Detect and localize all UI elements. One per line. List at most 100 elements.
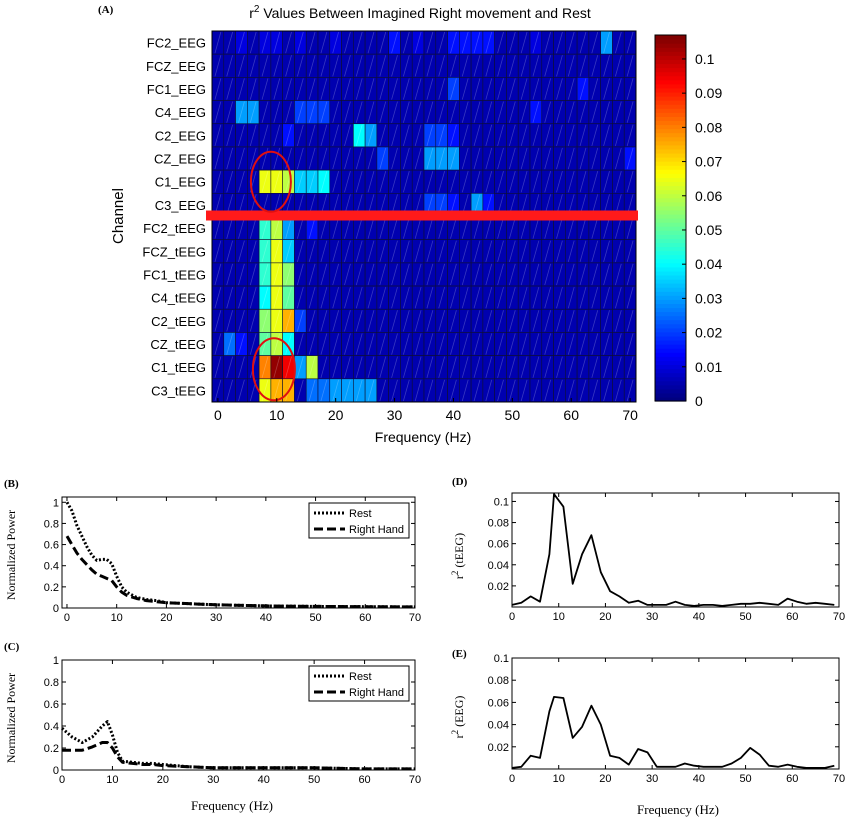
- heatmap-cell-hatch: [532, 147, 540, 170]
- heatmap-cell-hatch: [367, 124, 375, 147]
- heatmap-cell-hatch: [509, 263, 516, 286]
- heatmap-cell-hatch: [532, 101, 540, 123]
- y-tick-label: 0.1: [494, 496, 509, 508]
- heatmap-cell-hatch: [344, 310, 351, 332]
- heatmap-cell-hatch: [473, 101, 481, 123]
- colorbar-tick-label: 0.05: [695, 222, 722, 238]
- heatmap-cell-hatch: [509, 31, 516, 54]
- heatmap-cell-hatch: [238, 55, 245, 77]
- colorbar-swatch: [655, 283, 686, 288]
- heatmap-cell-hatch: [367, 171, 375, 193]
- heatmap-cell-hatch: [285, 55, 292, 77]
- heatmap-cell-hatch: [355, 310, 363, 332]
- colorbar-swatch: [655, 262, 686, 268]
- heatmap-cell-hatch: [579, 379, 587, 402]
- series-rest: [65, 501, 416, 609]
- heatmap-cell-hatch: [391, 55, 398, 77]
- colorbar-swatch: [655, 279, 686, 284]
- heatmap-cell-hatch: [261, 217, 269, 239]
- heatmap-cell-hatch: [544, 333, 551, 355]
- heatmap-cell-hatch: [544, 217, 551, 239]
- panel-b: (B) Normalized Power 0 10 20 30 40 50 60 70 0 0.2…: [4, 478, 421, 624]
- heatmap-cell-hatch: [520, 101, 528, 123]
- heatmap-cell-hatch: [473, 379, 481, 402]
- heatmap-cell-hatch: [391, 379, 398, 402]
- heatmap-cell-hatch: [226, 310, 233, 332]
- heatmap-cell-hatch: [532, 55, 540, 77]
- x-tick-label: 20: [157, 774, 169, 786]
- heatmap-cell-hatch: [332, 310, 339, 332]
- heatmap-cell-hatch: [544, 379, 551, 402]
- panel-c-x-axis-label: Frequency (Hz): [191, 798, 273, 813]
- colorbar-swatch: [655, 104, 686, 109]
- heatmap-cell-hatch: [285, 310, 292, 332]
- channel-label: C3_tEEG: [151, 383, 206, 398]
- heatmap-row-fc1-eeg: [211, 77, 637, 101]
- heatmap-cell-hatch: [297, 379, 304, 402]
- heatmap-cell-hatch: [238, 310, 245, 332]
- heatmap-cell-hatch: [414, 124, 422, 147]
- heatmap-cell-hatch: [461, 78, 469, 100]
- colorbar-swatch: [655, 392, 686, 398]
- heatmap-cell-hatch: [626, 263, 634, 286]
- heatmap-cell-hatch: [626, 171, 634, 193]
- heatmap-cell-hatch: [450, 101, 457, 123]
- heatmap-cell-hatch: [238, 217, 245, 239]
- heatmap-cell-hatch: [615, 263, 622, 286]
- heatmap-cell-hatch: [520, 31, 528, 54]
- heatmap-row-c4-eeg: [211, 100, 637, 125]
- heatmap-cell-hatch: [520, 286, 528, 309]
- heatmap-cell-hatch: [226, 124, 233, 147]
- channel-label: C3_EEG: [155, 198, 206, 213]
- heatmap-cell-hatch: [344, 55, 351, 77]
- heatmap-cell-hatch: [485, 286, 493, 309]
- heatmap-cell-hatch: [403, 356, 410, 378]
- colorbar-swatch: [655, 161, 686, 166]
- heatmap-title: r2 Values Between Imagined Right movemen…: [249, 4, 591, 21]
- heatmap-cell-hatch: [426, 286, 434, 309]
- heatmap-cell-hatch: [603, 101, 610, 123]
- heatmap-cell-hatch: [438, 286, 445, 309]
- heatmap-cell-hatch: [308, 333, 316, 355]
- heatmap-cell-hatch: [249, 124, 257, 147]
- colorbar-swatch: [655, 266, 686, 272]
- heatmap-cell-hatch: [461, 333, 469, 355]
- heatmap-cell-hatch: [509, 240, 516, 262]
- colorbar-swatch: [655, 222, 686, 227]
- heatmap-cell-hatch: [497, 78, 504, 100]
- colorbar-swatch: [655, 112, 686, 117]
- highlight-circle-eeg: [249, 150, 292, 213]
- heatmap-cell-hatch: [532, 263, 540, 286]
- y-tick-label: 0.04: [488, 720, 509, 732]
- heatmap-row-fc1-teeg: [211, 262, 637, 287]
- heatmap-cell-hatch: [461, 101, 469, 123]
- heatmap-cell-hatch: [367, 78, 375, 100]
- heatmap-cell-hatch: [426, 147, 434, 170]
- heatmap-cell-hatch: [249, 217, 257, 239]
- heatmap-cell-hatch: [297, 147, 304, 170]
- heatmap-x-ticks: 0 10 20 30 40 50 60 70: [214, 398, 638, 423]
- heatmap-cell-hatch: [285, 31, 292, 54]
- heatmap-cell-hatch: [297, 356, 304, 378]
- heatmap-cell-hatch: [532, 286, 540, 309]
- heatmap-cell-hatch: [591, 356, 599, 378]
- heatmap-cell-hatch: [603, 171, 610, 193]
- heatmap-cell-hatch: [438, 379, 445, 402]
- heatmap-cell-hatch: [355, 240, 363, 262]
- heatmap-cell-hatch: [367, 217, 375, 239]
- heatmap-cell-hatch: [273, 55, 281, 77]
- heatmap-cell-hatch: [344, 356, 351, 378]
- heatmap-cell-hatch: [497, 240, 504, 262]
- heatmap-cell-hatch: [273, 217, 281, 239]
- panel-b-y-axis-label: Normalized Power: [4, 510, 18, 600]
- series-right-hand: [65, 535, 416, 609]
- heatmap-cell-hatch: [261, 171, 269, 193]
- heatmap-cell-hatch: [355, 55, 363, 77]
- colorbar-swatch: [655, 344, 686, 349]
- heatmap-cell-hatch: [391, 286, 398, 309]
- colorbar-swatch: [655, 120, 686, 126]
- colorbar-swatch: [655, 87, 686, 93]
- heatmap-cell-hatch: [603, 379, 610, 402]
- colorbar-swatch: [655, 250, 686, 256]
- heatmap-row-cz-eeg: [211, 146, 637, 171]
